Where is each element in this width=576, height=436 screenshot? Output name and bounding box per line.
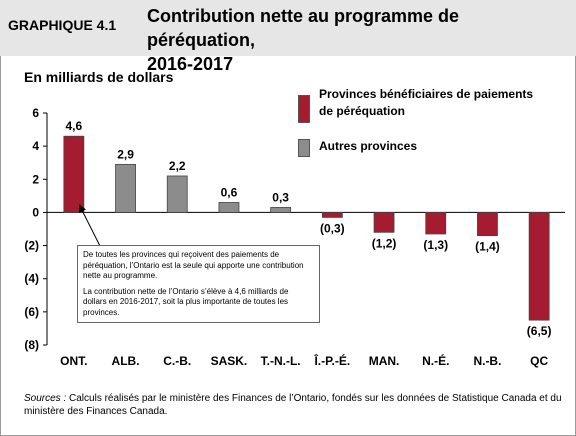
y-tick-label: 0 [32, 205, 39, 219]
data-label: 2,2 [169, 159, 186, 173]
legend-label-other: Autres provinces [319, 138, 417, 155]
x-tick-label: SASK. [211, 354, 248, 368]
x-tick-label: Î.-P.-É. [313, 353, 350, 368]
bar [321, 212, 343, 218]
x-tick-label: N.-É. [422, 353, 449, 368]
chart-title-line1: Contribution nette au programme de péréq… [147, 6, 460, 50]
y-tick-label: (4) [24, 272, 39, 286]
x-tick-label: ONT. [60, 354, 87, 368]
data-label: (1,3) [423, 238, 448, 252]
data-label: 0,6 [221, 185, 238, 199]
bar [166, 175, 188, 213]
x-tick-label: N.-B. [473, 354, 501, 368]
legend-label-recipient-line1: Provinces bénéficiaires de paiements [319, 87, 534, 101]
callout-arrow [78, 204, 101, 247]
data-label: 4,6 [66, 119, 83, 133]
sources-prefix: Sources : [24, 393, 67, 404]
bar [270, 207, 292, 213]
y-tick-label: 4 [32, 139, 39, 153]
data-label: 0,3 [272, 190, 289, 204]
x-tick-label: C.-B. [163, 354, 191, 368]
y-tick-label: (8) [24, 338, 39, 352]
bar [425, 212, 447, 235]
x-tick-label: MAN. [369, 354, 400, 368]
sources-text: Calculs réalisés par le ministère des Fi… [24, 393, 562, 417]
callout-paragraph-2: La contribution nette de l’Ontario s’élè… [83, 286, 289, 317]
legend-label-recipient-line2: de péréquation [319, 104, 406, 118]
y-tick-label: (6) [24, 305, 39, 319]
bar [115, 163, 136, 213]
bar [218, 202, 240, 213]
data-label: 2,9 [117, 147, 134, 161]
x-tick-label: QC [530, 354, 548, 368]
chart-title: Contribution nette au programme de péréq… [147, 4, 567, 76]
x-tick-label: T.-N.-L. [261, 354, 301, 368]
bar [63, 135, 85, 213]
data-label: (6,5) [527, 324, 552, 338]
bar [528, 212, 550, 321]
y-tick-label: 2 [32, 172, 39, 186]
legend-swatch-other [298, 139, 310, 157]
legend-swatch-recipient [298, 95, 310, 123]
chart-title-line2: 2016-2017 [147, 54, 234, 74]
legend-label-other-line1: Autres provinces [319, 139, 418, 153]
y-axis-unit-label: En milliards de dollars [24, 69, 174, 85]
x-tick-label: ALB. [112, 354, 140, 368]
y-tick-label: (2) [24, 239, 39, 253]
y-tick-label: 6 [32, 106, 39, 120]
bar [373, 212, 395, 233]
chart-header: GRAPHIQUE 4.1 Contribution nette au prog… [0, 0, 576, 74]
bar [477, 212, 498, 237]
graph-number-label: GRAPHIQUE 4.1 [8, 17, 117, 33]
legend-label-recipient: Provinces bénéficiaires de paiements de … [319, 86, 533, 120]
data-label: (0,3) [320, 221, 345, 235]
sources-note: Sources : Calculs réalisés par le minist… [24, 392, 564, 418]
data-label: (1,2) [372, 236, 397, 250]
ontario-callout-box: De toutes les provinces qui reçoivent de… [77, 245, 320, 323]
callout-paragraph-1: De toutes les provinces qui reçoivent de… [83, 250, 304, 280]
data-label: (1,4) [475, 240, 500, 254]
